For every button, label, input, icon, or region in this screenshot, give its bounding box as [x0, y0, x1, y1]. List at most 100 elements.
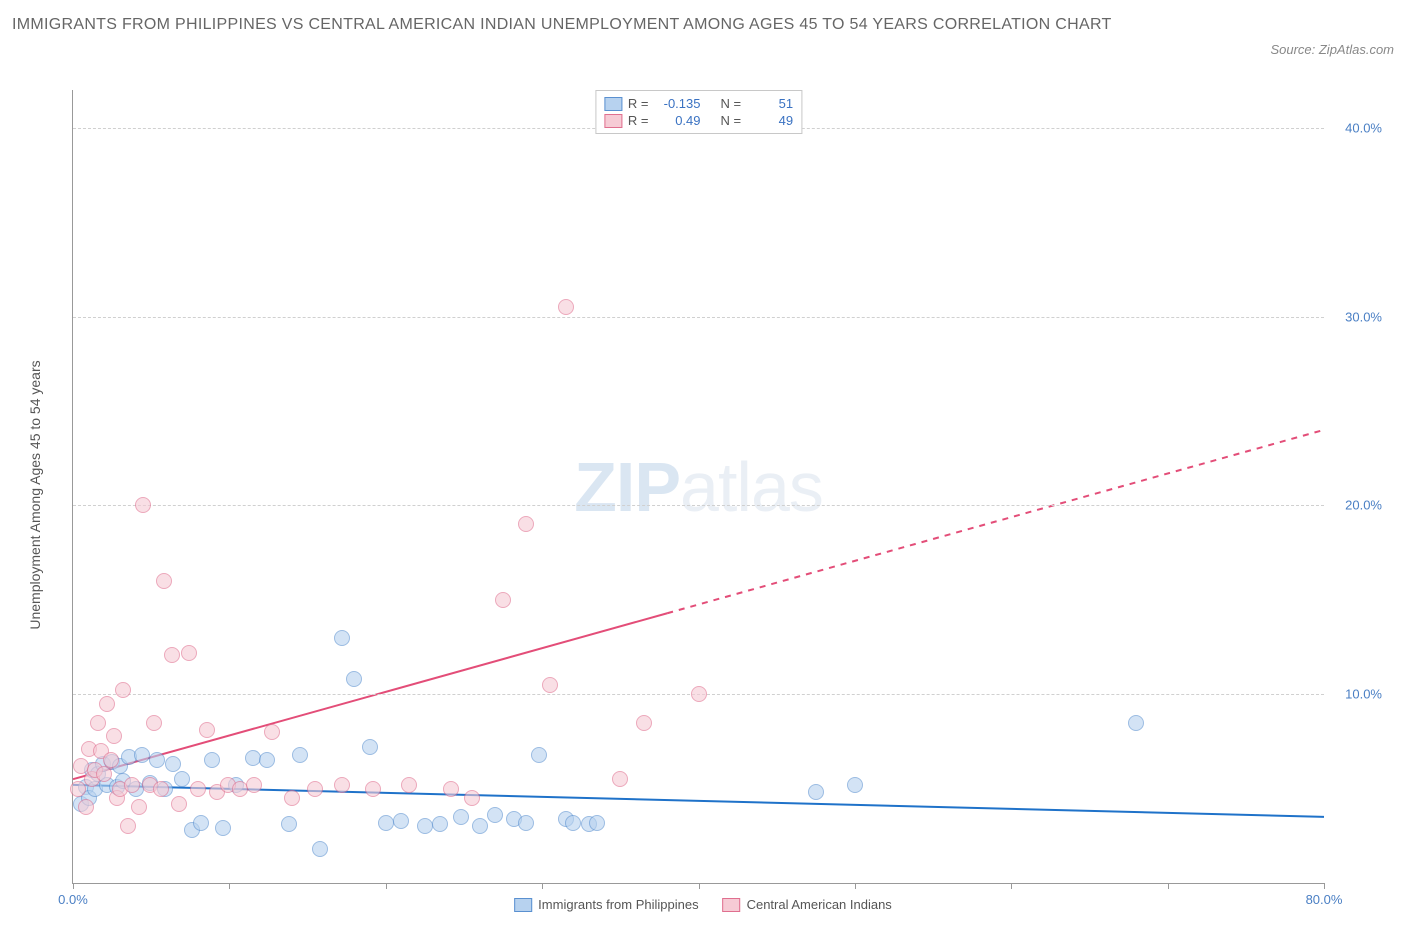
scatter-point: [307, 781, 323, 797]
scatter-point: [259, 752, 275, 768]
scatter-point: [487, 807, 503, 823]
correlation-chart: IMMIGRANTS FROM PHILIPPINES VS CENTRAL A…: [12, 12, 1394, 918]
scatter-point: [149, 752, 165, 768]
y-tick-label: 40.0%: [1345, 120, 1382, 135]
chart-title: IMMIGRANTS FROM PHILIPPINES VS CENTRAL A…: [12, 12, 1112, 38]
x-tick: [542, 883, 543, 889]
scatter-point: [90, 715, 106, 731]
x-tick-label: 80.0%: [1306, 892, 1343, 907]
scatter-point: [103, 752, 119, 768]
scatter-point: [612, 771, 628, 787]
scatter-point: [518, 815, 534, 831]
x-tick: [73, 883, 74, 889]
scatter-point: [193, 815, 209, 831]
gridline: [73, 317, 1324, 318]
scatter-point: [808, 784, 824, 800]
stats-r-label-0: R =: [628, 96, 649, 111]
stats-legend: R = -0.135 N = 51 R = 0.49 N = 49: [595, 90, 802, 134]
scatter-point: [204, 752, 220, 768]
scatter-point: [199, 722, 215, 738]
stats-swatch-1: [604, 114, 622, 128]
scatter-point: [346, 671, 362, 687]
scatter-point: [334, 630, 350, 646]
scatter-point: [181, 645, 197, 661]
y-tick-label: 30.0%: [1345, 309, 1382, 324]
scatter-point: [565, 815, 581, 831]
scatter-point: [464, 790, 480, 806]
series-label-1: Central American Indians: [747, 897, 892, 912]
scatter-point: [443, 781, 459, 797]
scatter-point: [106, 728, 122, 744]
scatter-point: [365, 781, 381, 797]
stats-swatch-0: [604, 97, 622, 111]
scatter-point: [362, 739, 378, 755]
stats-legend-row-0: R = -0.135 N = 51: [604, 95, 793, 112]
scatter-point: [135, 497, 151, 513]
scatter-point: [495, 592, 511, 608]
stats-r-val-1: 0.49: [655, 113, 701, 128]
scatter-point: [378, 815, 394, 831]
scatter-point: [171, 796, 187, 812]
stats-n-val-0: 51: [747, 96, 793, 111]
y-tick-label: 20.0%: [1345, 498, 1382, 513]
scatter-point: [1128, 715, 1144, 731]
scatter-point: [78, 799, 94, 815]
stats-r-val-0: -0.135: [655, 96, 701, 111]
scatter-point: [215, 820, 231, 836]
series-swatch-1: [723, 898, 741, 912]
scatter-point: [246, 777, 262, 793]
scatter-point: [164, 647, 180, 663]
scatter-point: [691, 686, 707, 702]
stats-legend-row-1: R = 0.49 N = 49: [604, 112, 793, 129]
scatter-point: [115, 682, 131, 698]
scatter-point: [531, 747, 547, 763]
scatter-point: [165, 756, 181, 772]
series-legend: Immigrants from Philippines Central Amer…: [514, 897, 892, 912]
scatter-point: [334, 777, 350, 793]
scatter-point: [124, 777, 140, 793]
scatter-point: [99, 696, 115, 712]
scatter-point: [636, 715, 652, 731]
stats-r-label-1: R =: [628, 113, 649, 128]
header-row: IMMIGRANTS FROM PHILIPPINES VS CENTRAL A…: [12, 12, 1394, 57]
scatter-point: [131, 799, 147, 815]
x-tick: [1011, 883, 1012, 889]
scatter-point: [120, 818, 136, 834]
series-legend-item-0: Immigrants from Philippines: [514, 897, 698, 912]
scatter-point: [417, 818, 433, 834]
stats-n-val-1: 49: [747, 113, 793, 128]
x-tick-label: 0.0%: [58, 892, 88, 907]
scatter-point: [847, 777, 863, 793]
scatter-point: [472, 818, 488, 834]
scatter-point: [281, 816, 297, 832]
scatter-point: [312, 841, 328, 857]
scatter-point: [518, 516, 534, 532]
scatter-point: [401, 777, 417, 793]
x-tick: [1168, 883, 1169, 889]
scatter-point: [542, 677, 558, 693]
scatter-point: [156, 573, 172, 589]
source-label: Source: ZipAtlas.com: [1270, 42, 1394, 57]
scatter-point: [174, 771, 190, 787]
scatter-point: [70, 781, 86, 797]
scatter-point: [453, 809, 469, 825]
scatter-point: [284, 790, 300, 806]
scatter-point: [393, 813, 409, 829]
y-axis-label: Unemployment Among Ages 45 to 54 years: [27, 360, 43, 629]
gridline: [73, 505, 1324, 506]
x-tick: [229, 883, 230, 889]
scatter-point: [432, 816, 448, 832]
plot-area: Unemployment Among Ages 45 to 54 years Z…: [72, 90, 1324, 884]
series-legend-item-1: Central American Indians: [723, 897, 892, 912]
x-tick: [855, 883, 856, 889]
series-label-0: Immigrants from Philippines: [538, 897, 698, 912]
stats-n-label-0: N =: [721, 96, 742, 111]
scatter-point: [264, 724, 280, 740]
scatter-point: [190, 781, 206, 797]
scatter-point: [589, 815, 605, 831]
x-tick: [1324, 883, 1325, 889]
x-tick: [386, 883, 387, 889]
y-tick-label: 10.0%: [1345, 687, 1382, 702]
scatter-point: [153, 781, 169, 797]
series-swatch-0: [514, 898, 532, 912]
